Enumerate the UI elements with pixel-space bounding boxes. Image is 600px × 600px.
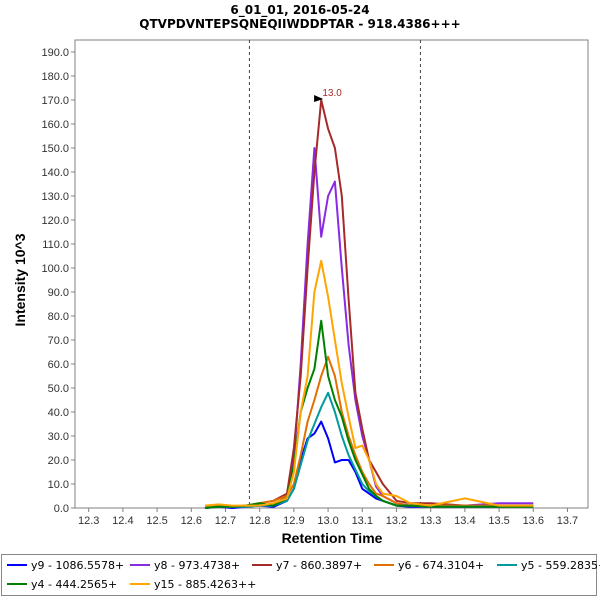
chart-subtitle: QTVPDVNTEPSQNEQIIWDDPTAR - 918.4386+++ [139,17,461,31]
peak-marker-icon [314,95,324,102]
legend-item: y8 - 973.4738+ [130,558,240,572]
y-tick-label: 70.0 [48,335,69,347]
x-tick-label: 12.6 [181,515,202,527]
chromatogram-chart: 12.3 12.4 12.5 12.6 12.7 12.8 12.9 13.0 13.1 13.2… [12,39,589,546]
y-tick-label: 0.0 [54,503,69,515]
x-tick-label: 12.7 [215,515,236,527]
legend-swatch [497,564,517,566]
legend-swatch [130,583,150,585]
y-tick-label: 150.0 [41,143,69,155]
series-line [204,259,534,507]
legend: y9 - 1086.5578+ y8 - 973.4738+ y7 - 860.38… [1,554,600,596]
x-tick-label: 12.9 [283,515,304,527]
y-tick-label: 10.0 [48,479,69,491]
legend-swatch [374,564,394,566]
x-tick-label: 13.1 [352,515,373,527]
y-tick-label: 180.0 [41,71,69,83]
y-tick-label: 190.0 [41,47,69,59]
x-tick-label: 13.6 [523,515,544,527]
x-tick-label: 13.7 [557,515,578,527]
legend-label: y9 - 1086.5578+ [31,558,125,572]
legend-swatch [130,564,150,566]
x-tick-label: 12.4 [112,515,133,527]
legend-label: y15 - 885.4263++ [154,577,257,591]
legend-item: y15 - 885.4263++ [130,577,256,591]
y-tick-label: 90.0 [48,287,69,299]
x-tick-label: 13.3 [420,515,441,527]
y-tick-label: 160.0 [41,119,69,131]
y-tick-label: 140.0 [41,167,69,179]
legend-item: y5 - 559.2835+ [497,558,600,572]
y-tick-label: 20.0 [48,455,69,467]
peak-annotation-label: 13.0 [322,88,342,99]
x-axis-label: Retention Time [282,530,383,546]
y-tick-label: 170.0 [41,95,69,107]
y-tick-label: 100.0 [41,263,69,275]
legend-label: y5 - 559.2835+ [521,558,600,572]
x-tick-label: 13.0 [317,515,338,527]
legend-label: y4 - 444.2565+ [31,577,118,591]
chart-title: 6_01_01, 2016-05-24 [230,3,370,17]
legend-swatch [252,564,272,566]
legend-item: y7 - 860.3897+ [252,558,362,572]
x-tick-label: 13.2 [386,515,407,527]
legend-label: y6 - 674.3104+ [398,558,485,572]
legend-swatch [7,583,27,585]
legend-label: y8 - 973.4738+ [154,558,241,572]
plot-area [74,39,589,509]
y-tick-label: 30.0 [48,431,69,443]
y-tick-label: 110.0 [42,239,69,251]
y-tick-label: 120.0 [41,215,69,227]
legend-item: y4 - 444.2565+ [7,577,117,591]
y-tick-label: 130.0 [41,191,69,203]
y-tick-label: 80.0 [48,311,69,323]
legend-swatch [7,564,27,566]
y-axis-label: Intensity 10^3 [12,233,28,326]
x-tick-label: 13.4 [454,515,475,527]
y-tick-label: 50.0 [48,383,69,395]
legend-item: y9 - 1086.5578+ [7,558,124,572]
y-tick-label: 60.0 [48,359,69,371]
legend-label: y7 - 860.3897+ [276,558,363,572]
legend-item: y6 - 674.3104+ [374,558,484,572]
y-tick-label: 40.0 [48,407,69,419]
x-tick-label: 12.8 [249,515,270,527]
x-tick-label: 12.5 [146,515,167,527]
x-tick-label: 12.3 [78,515,99,527]
x-tick-label: 13.5 [488,515,509,527]
